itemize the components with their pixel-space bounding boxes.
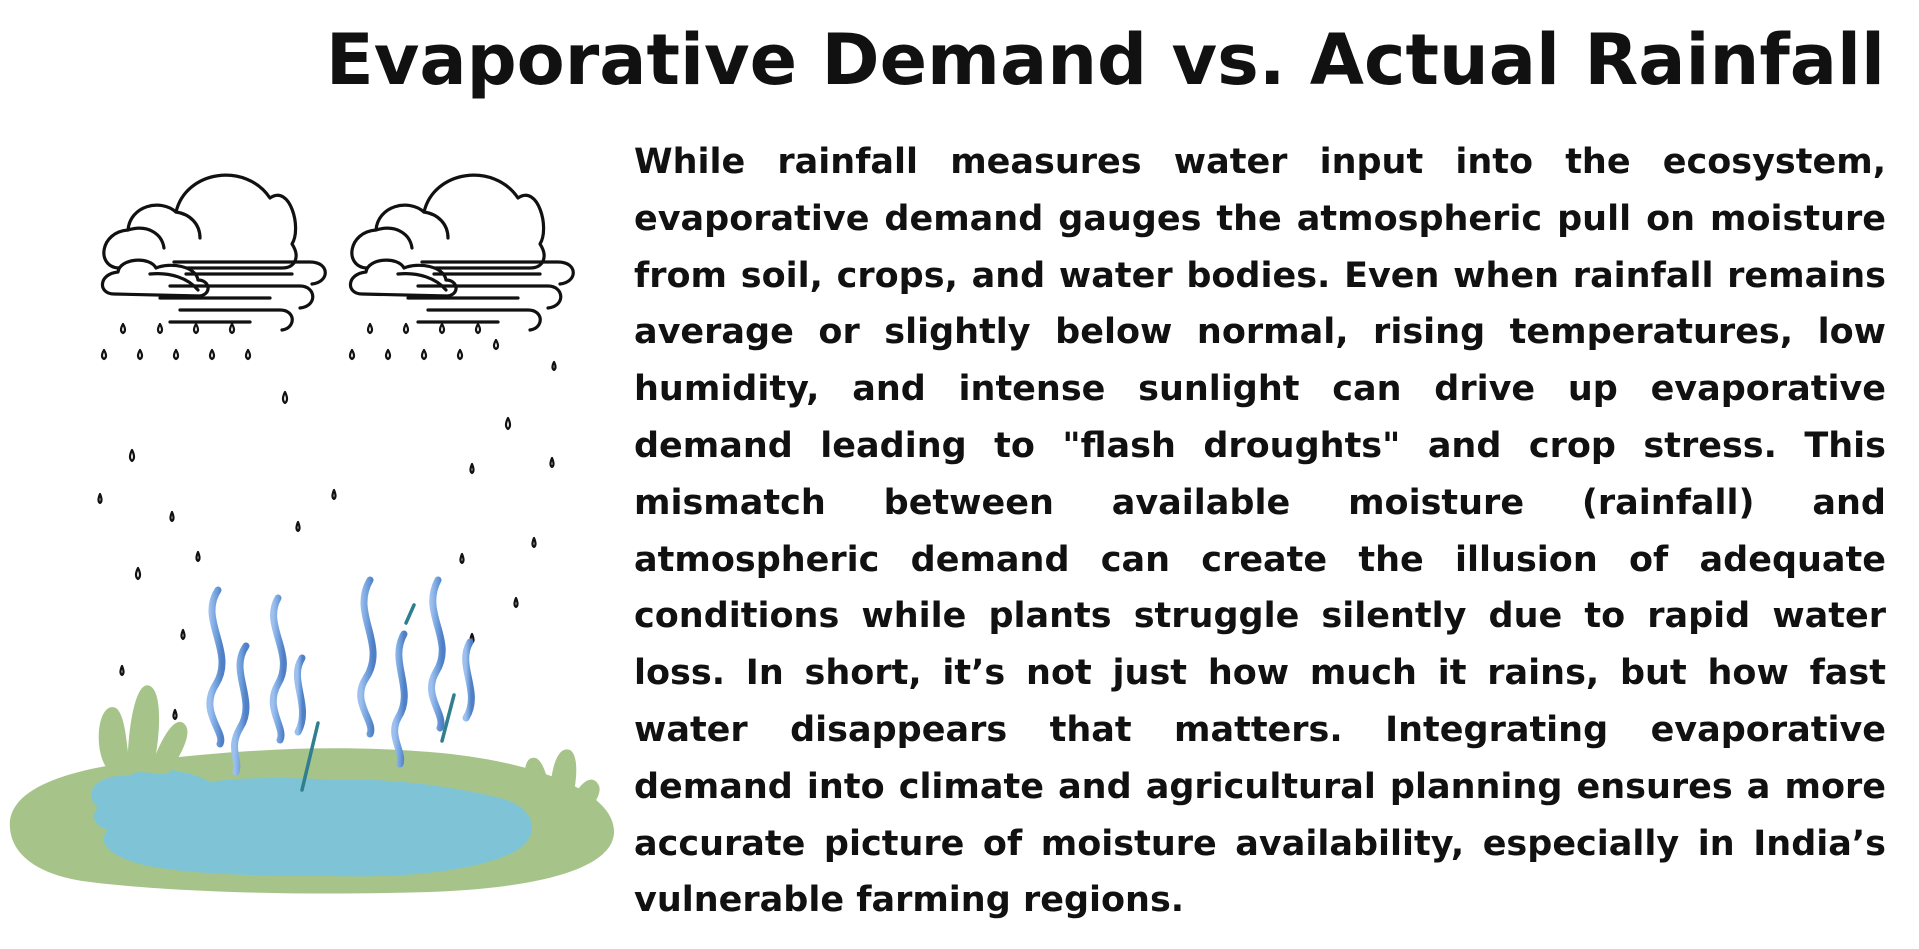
pond-icon (9, 748, 615, 894)
body-paragraph: While rainfall measures water input into… (634, 142, 1886, 921)
rain-evaporation-illustration (9, 173, 615, 894)
falling-streaks-icon (300, 603, 456, 792)
rain-cloud-right-icon (348, 173, 575, 332)
evaporation-wisps-icon (206, 576, 475, 776)
rain-cloud-left-icon (100, 173, 327, 332)
bush-right-icon (524, 749, 600, 818)
page-title: Evaporative Demand vs. Actual Rainfall (325, 19, 1885, 101)
raindrops-icon (97, 322, 557, 721)
bush-left-icon (98, 685, 188, 774)
